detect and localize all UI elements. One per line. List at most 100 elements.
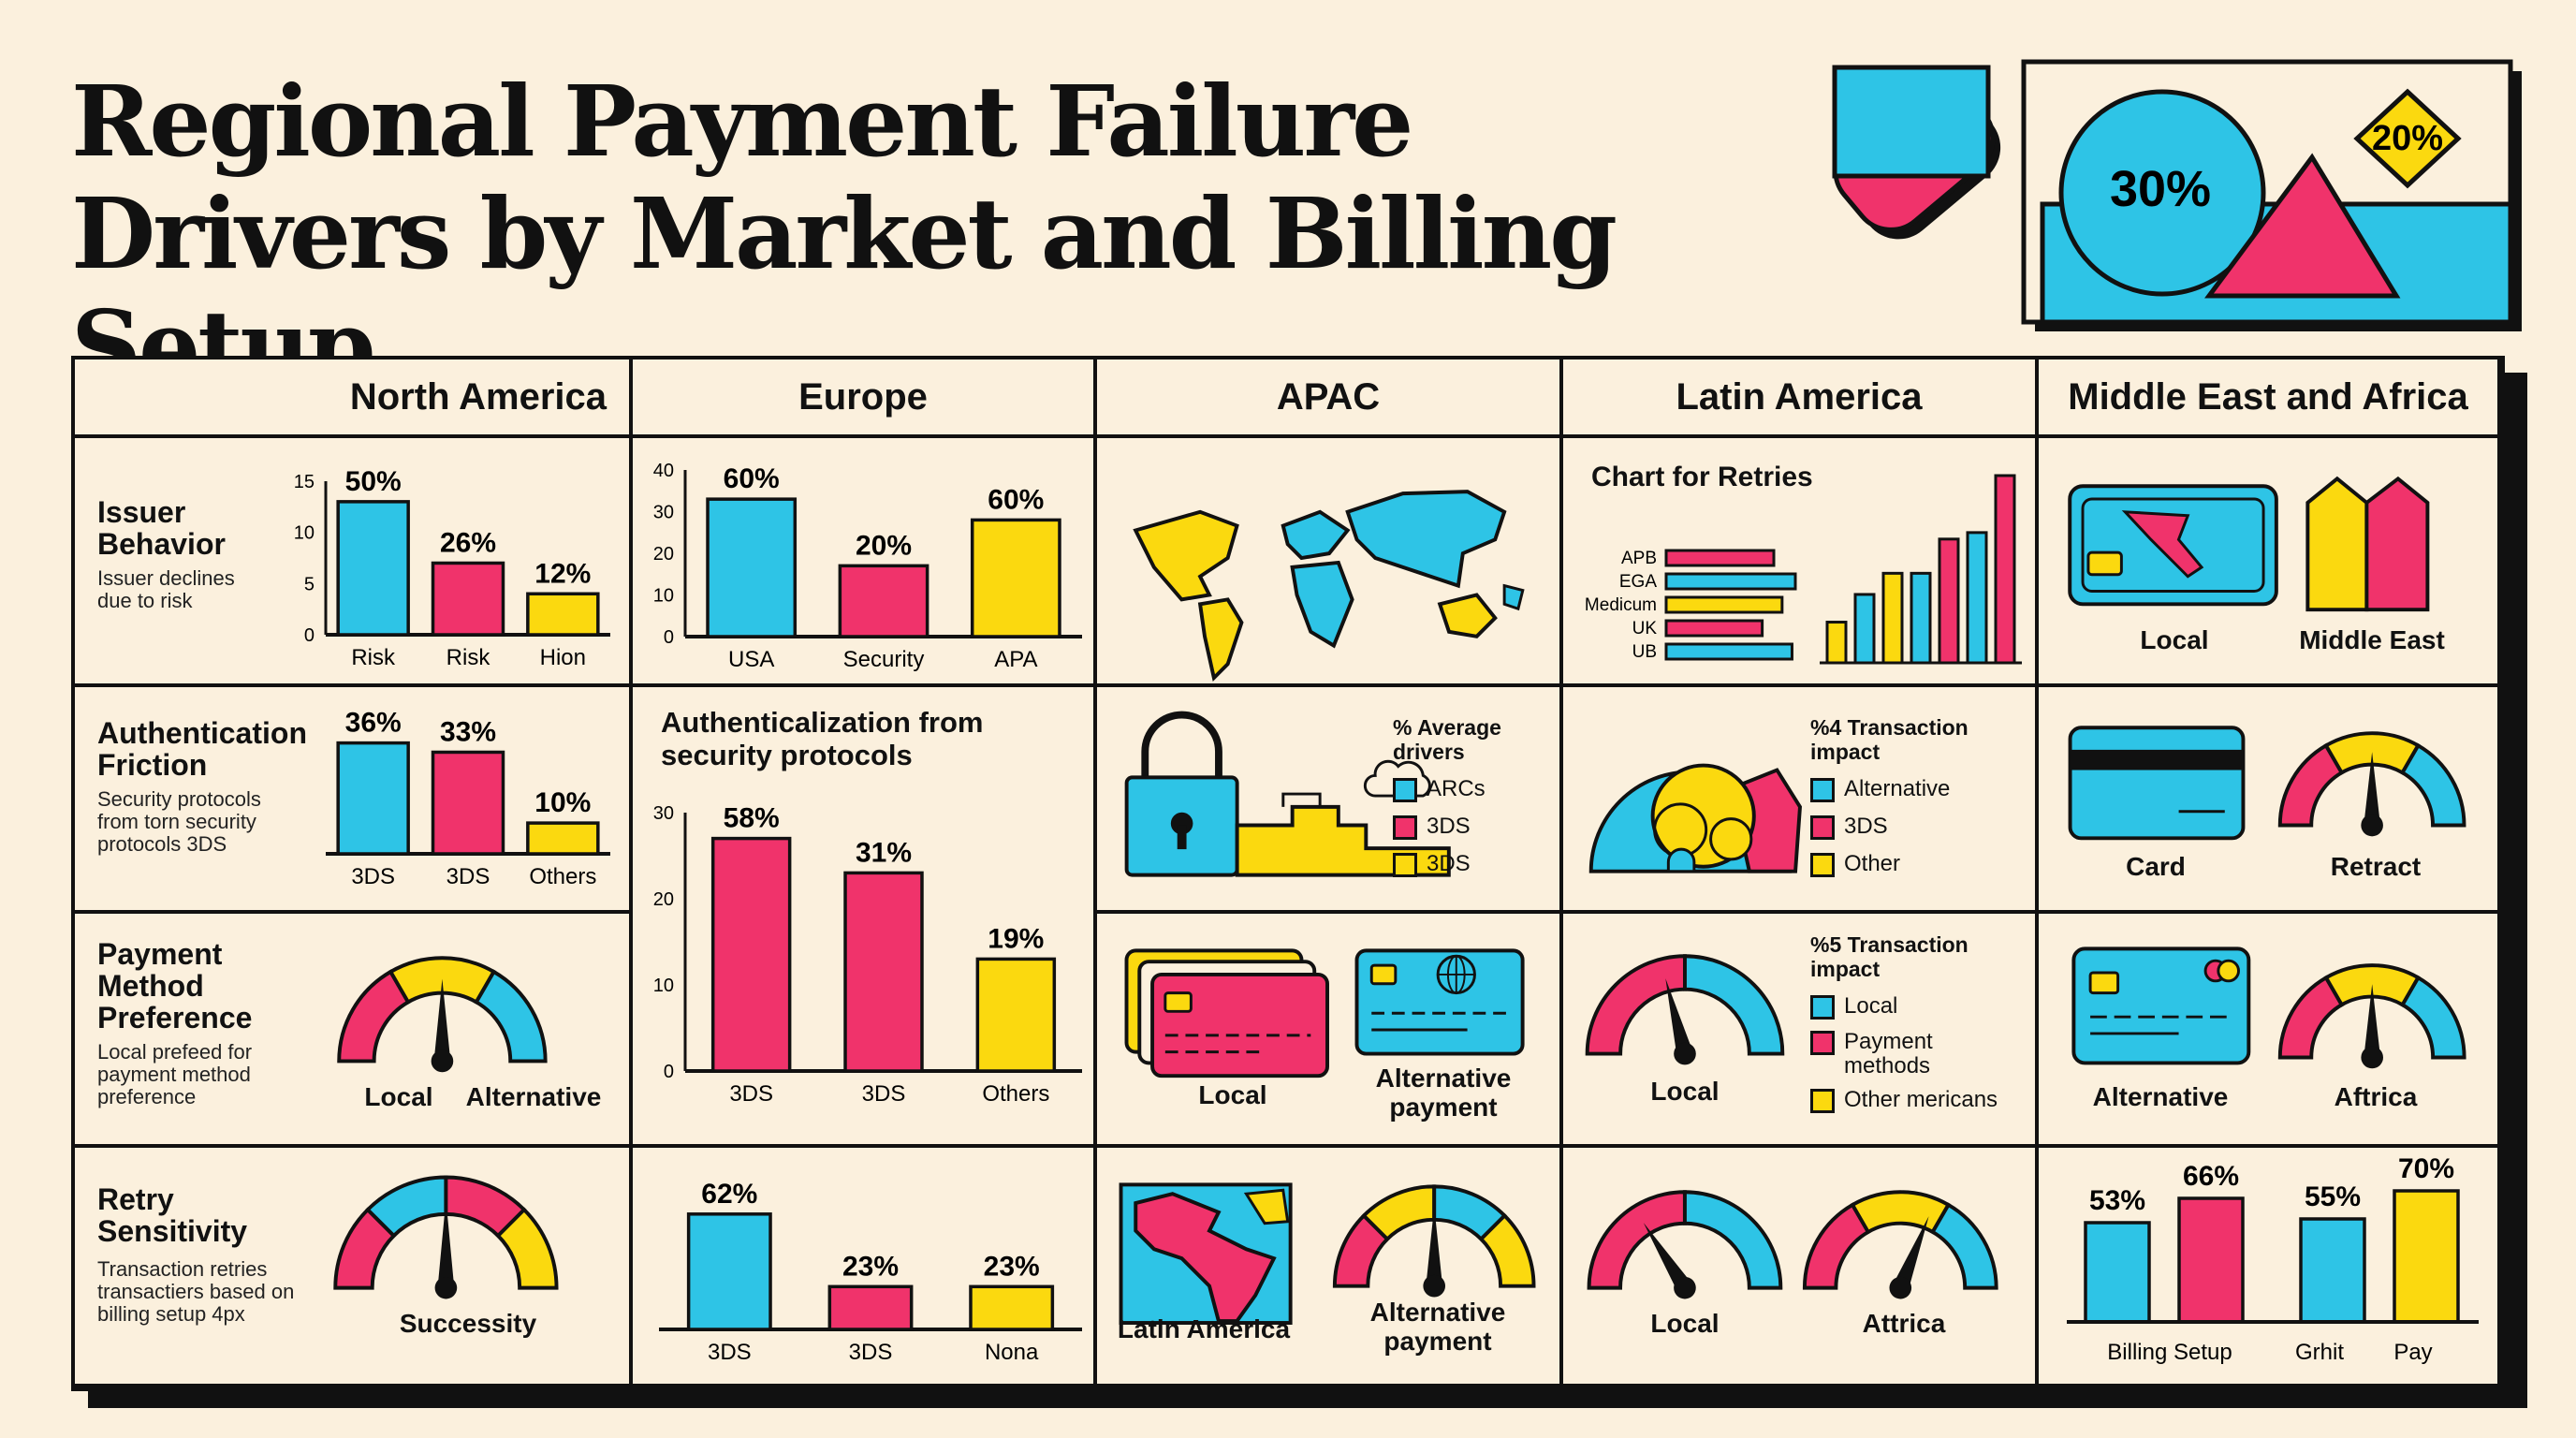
vbar: [1853, 593, 1876, 665]
eu-retry-chart: 62% 3DS 23% 3DS 23% Nona: [659, 1179, 1082, 1365]
vbar: [1994, 474, 2016, 665]
hbar-category-label: UB: [1632, 642, 1657, 662]
row-desc-issuer: Issuer declines due to risk: [97, 566, 235, 612]
mea-retry-cell: 53% 66% Billing Setup 55% Grhit 70% Pay: [2039, 1148, 2501, 1387]
latam-auth-legend-item-1: Alternative: [1810, 777, 1950, 802]
row-desc-retry: Transaction retries transactiers based o…: [97, 1257, 295, 1326]
gauge-hub: [1889, 1276, 1912, 1299]
na-retry-cell: Retry Sensitivity Transaction retries tr…: [75, 1148, 633, 1387]
category-label: Grhit: [2295, 1340, 2344, 1365]
na-alternative-caption: Alternative: [465, 1082, 602, 1111]
bar: [431, 750, 505, 856]
row-title-payment: Payment Method Preference: [97, 937, 253, 1034]
bar: [710, 836, 792, 1073]
mea-auth-cell: Card Retract: [2039, 687, 2501, 914]
data-label: 70%: [2398, 1153, 2454, 1184]
category-label: Billing Setup: [2107, 1340, 2232, 1365]
na-local-caption: Local: [364, 1082, 433, 1111]
data-label: 12%: [534, 558, 591, 589]
gauge-needle: [2364, 752, 2380, 826]
deco-30-pct: 30%: [2110, 161, 2211, 217]
vbar: [1825, 621, 1848, 665]
data-label: 60%: [724, 463, 780, 494]
data-label: 53%: [2089, 1185, 2145, 1216]
bar: [827, 1284, 914, 1331]
apac-map-caption: Latin America: [1117, 1314, 1291, 1343]
header-north-america: North America: [75, 360, 633, 438]
category-label: Hion: [540, 645, 586, 670]
latam-retries-title: Chart for Retries: [1591, 462, 1813, 492]
bar: [2393, 1189, 2460, 1324]
gauge-needle: [1426, 1206, 1443, 1286]
y-tick-label: 20: [653, 544, 674, 565]
latam-pay-legend-title: %5 Transaction impact: [1810, 932, 1969, 981]
gauge-needle: [1893, 1216, 1929, 1291]
hbar: [1664, 572, 1797, 591]
apac-legend-item-2: 3DS: [1393, 814, 1471, 840]
category-label: Nona: [985, 1340, 1039, 1365]
na-payment-gauge: [337, 956, 548, 1073]
category-label: 3DS: [849, 1340, 893, 1365]
y-tick-label: 10: [653, 976, 674, 996]
data-label: 36%: [345, 708, 402, 739]
y-tick-label: 10: [294, 523, 315, 544]
apac-local-caption: Local: [1198, 1080, 1267, 1109]
mea-alt-card-and-gauge: [2071, 946, 2466, 1069]
mea-africa-caption: Aftrica: [2334, 1082, 2418, 1111]
data-label: 19%: [988, 923, 1044, 954]
mea-local-card-icon: [2068, 476, 2430, 612]
hbar: [1664, 619, 1764, 638]
header-europe: Europe: [633, 360, 1097, 438]
hbar-category-label: UK: [1632, 619, 1658, 638]
data-label: 23%: [842, 1251, 899, 1282]
gauge-segment: [1683, 954, 1785, 1056]
na-retry-gauge: [333, 1175, 559, 1299]
header-apac: APAC: [1097, 360, 1563, 438]
apac-alt-gauge-caption: Alternative payment: [1369, 1298, 1506, 1356]
bar: [2177, 1196, 2245, 1324]
category-label: USA: [728, 647, 774, 672]
data-label: 33%: [440, 716, 496, 747]
category-label: 3DS: [729, 1081, 773, 1107]
gauge-segment: [2399, 742, 2466, 828]
na-retry-caption: Successity: [399, 1309, 537, 1338]
latam-auth-legend-item-3: Other: [1810, 852, 1900, 877]
data-label: 55%: [2305, 1181, 2361, 1212]
latam-retry-cell: Local Attrica: [1563, 1148, 2039, 1387]
bar: [431, 561, 505, 637]
latam-local-caption: Local: [1650, 1077, 1720, 1106]
gauge-hub: [1423, 1274, 1446, 1298]
latam-retry-other-caption: Attrica: [1862, 1309, 1946, 1338]
mea-payment-cell: Alternative Aftrica: [2039, 914, 2501, 1148]
gauge-segment: [1682, 1190, 1783, 1290]
bar: [526, 592, 600, 637]
na-issuer-cell: Issuer Behavior Issuer declines due to r…: [75, 438, 633, 687]
hbar-category-label: APB: [1621, 549, 1657, 568]
row-title-issuer: Issuer Behavior: [97, 495, 226, 561]
gauge-segment: [2399, 975, 2466, 1060]
gauge-segment: [1930, 1202, 1998, 1290]
eu-auth-chart: 0 10 20 30 58% 3DS 31% 3DS 19% Others: [653, 803, 1082, 1107]
bar: [706, 497, 798, 638]
data-label: 58%: [724, 803, 780, 834]
gauge-needle: [437, 1199, 455, 1288]
gauge-hub: [1674, 1042, 1696, 1065]
bar: [2299, 1217, 2366, 1324]
y-tick-label: 30: [653, 503, 674, 523]
eu-auth-title: Authenticalization from security protoco…: [661, 706, 984, 771]
mea-middle-east-caption: Middle East: [2299, 625, 2445, 654]
deco-20-pct: 20%: [2372, 119, 2443, 158]
hbar: [1664, 642, 1793, 661]
na-payment-cell: Payment Method Preference Local prefeed …: [75, 914, 633, 1148]
y-tick-label: 40: [653, 461, 674, 481]
category-label: 3DS: [351, 864, 395, 889]
bar: [336, 500, 410, 637]
bar: [2084, 1221, 2151, 1324]
y-tick-label: 0: [664, 1062, 674, 1082]
y-tick-label: 0: [664, 627, 674, 648]
apac-retry-map-and-gauge: [1119, 1182, 1536, 1325]
na-auth-cell: Authentication Friction Security protoco…: [75, 687, 633, 914]
data-label: 66%: [2183, 1161, 2239, 1192]
y-tick-label: 20: [653, 889, 674, 910]
category-label: Risk: [351, 645, 396, 670]
